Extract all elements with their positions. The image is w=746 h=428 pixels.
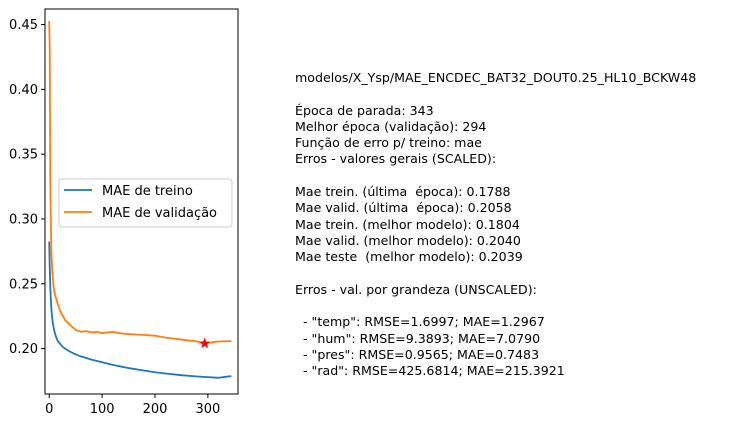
y-tick-label-4: 0.40 [9, 83, 38, 98]
x-tick-label-1: 100 [90, 402, 115, 417]
info-line-1 [295, 86, 696, 102]
info-line-14 [295, 298, 696, 314]
series-lines [48, 21, 232, 379]
legend: MAE de treino MAE de validação [58, 178, 233, 228]
best-epoch-star-marker [199, 337, 211, 349]
info-line-12 [295, 266, 696, 282]
x-tick-label-2: 200 [143, 402, 168, 417]
plot-frame [44, 8, 239, 395]
y-tick-label-1: 0.25 [9, 277, 38, 292]
validation-series-line [48, 21, 232, 345]
info-line-8: Mae valid. (última época): 0.2058 [295, 200, 512, 216]
info-line-3: Melhor época (validação): 294 [295, 118, 487, 134]
info-line-9: Mae trein. (melhor modelo): 0.1804 [295, 216, 520, 232]
info-line-2: Época de parada: 343 [295, 102, 434, 118]
info-line-0: modelos/X_Ysp/MAE_ENCDEC_BAT32_DOUT0.25_… [295, 70, 697, 85]
y-tick-label-2: 0.30 [9, 213, 38, 228]
legend-frame [58, 178, 233, 228]
y-tick-label-3: 0.35 [9, 148, 38, 163]
x-tick-label-3: 300 [195, 402, 220, 417]
y-tick-label-0: 0.20 [9, 342, 38, 357]
axis-ticks: 0 100 200 300 0.20 0.25 0.30 0.35 0.40 0.45 [9, 18, 220, 417]
train-series-line [48, 241, 232, 379]
y-tick-label-5: 0.45 [9, 18, 38, 33]
x-tick-label-0: 0 [45, 402, 53, 417]
info-line-17: - "pres": RMSE=0.9565; MAE=0.7483 [295, 347, 540, 363]
info-line-11: Mae teste (melhor modelo): 0.2039 [295, 249, 523, 265]
info-line-18: - "rad": RMSE=425.6814; MAE=215.3921 [295, 363, 565, 379]
marker-layer [199, 337, 211, 349]
info-line-4: Função de erro p/ treino: mae [295, 135, 482, 151]
info-line-5: Erros - valores gerais (SCALED): [295, 151, 497, 167]
info-line-13: Erros - val. por grandeza (UNSCALED): [295, 281, 537, 297]
info-line-16: - "hum": RMSE=9.3893; MAE=7.0790 [295, 330, 541, 346]
info-line-7: Mae trein. (última época): 0.1788 [295, 184, 511, 200]
info-panel: modelos/X_Ysp/MAE_ENCDEC_BAT32_DOUT0.25_… [295, 70, 696, 380]
legend-label-validation: MAE de validação [102, 206, 217, 221]
info-line-10: Mae valid. (melhor modelo): 0.2040 [295, 232, 521, 248]
info-line-6 [295, 168, 696, 184]
info-line-15: - "temp": RMSE=1.6997; MAE=1.2967 [295, 314, 545, 330]
legend-label-train: MAE de treino [102, 184, 193, 199]
